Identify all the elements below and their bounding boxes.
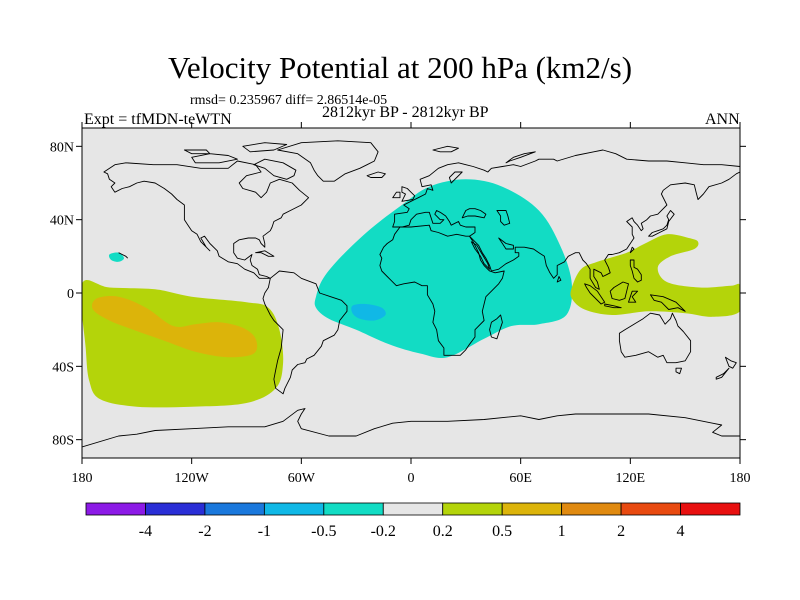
coastline-novaya-zemlya [505, 151, 536, 164]
y-tick-label: 40S [52, 360, 74, 375]
coastline-caspian [496, 210, 511, 226]
colorbar-label: 1 [558, 523, 566, 540]
map-title: Velocity Potential at 200 hPa (km2/s) [167, 50, 633, 85]
x-tick-label: 120W [175, 471, 210, 486]
colorbar-label: 0.2 [433, 523, 453, 540]
season-label: ANN [705, 111, 740, 128]
axis-ticks: 180 120W 60W 0 60E 120E 180 80N 40N 0 40S 80S [50, 122, 751, 486]
y-tick-label: 40N [50, 214, 74, 229]
colorbar-swatch [263, 502, 325, 516]
contour-region-atlantic-negative-core [351, 303, 386, 321]
coastline-japan [648, 210, 675, 237]
coastline-red-sea [470, 241, 491, 270]
y-tick-label: 80S [52, 434, 74, 449]
colorbar-label: -0.5 [311, 523, 336, 540]
colorbar-swatch [501, 502, 563, 516]
coastline-svalbard [432, 145, 459, 153]
contour-region-west-pacific-positive [570, 234, 740, 317]
experiment-label: Expt = tfMDN-teWTN [84, 111, 232, 128]
x-tick-label: 120E [616, 471, 646, 486]
period-label: 2812kyr BP - 2812kyr BP [322, 104, 489, 121]
coastline-greenland [277, 140, 379, 182]
contour-region-east-pacific-positive-core [92, 295, 258, 358]
colorbar-swatch [85, 502, 146, 516]
colorbar-label: 4 [677, 523, 685, 540]
coastline-scandinavia-gulf [448, 171, 463, 184]
coastline-arabian-gulf [498, 237, 514, 250]
coastline-black-sea [461, 208, 487, 219]
coastline-cuba [255, 250, 275, 257]
colorbar-label: -2 [198, 523, 211, 540]
colorbar-swatch [145, 502, 206, 516]
coastline-borneo [609, 281, 629, 301]
coastline-britain [392, 186, 416, 202]
coastline-sulawesi [628, 290, 639, 303]
coastline-layer [82, 140, 740, 448]
coastline-arctic-islands [183, 142, 288, 164]
coastline-sumatra [584, 283, 606, 305]
colorbar-swatch [620, 502, 681, 516]
coastline-new-zealand [715, 356, 737, 380]
colorbar-swatch [323, 502, 384, 516]
y-tick-label: 80N [50, 140, 74, 155]
colorbar-swatch [561, 502, 622, 516]
coastline-hawaii [118, 252, 129, 259]
colorbar-swatch [382, 502, 444, 516]
colorbar-label: -1 [258, 523, 271, 540]
coastline-iceland [366, 171, 386, 178]
coastline-baffin [253, 158, 297, 180]
coastline-tasmania [675, 367, 682, 375]
coastline-philippines [629, 259, 642, 283]
coastline-taiwan [629, 246, 635, 254]
coastline-africa [379, 224, 505, 356]
coastline-madagascar [489, 314, 503, 340]
contour-region-pacific-negative-small [108, 252, 124, 262]
coastline-new-guinea [649, 294, 686, 312]
coastline-north-america [103, 160, 310, 279]
colorbar-swatch [442, 502, 503, 516]
colorbar: -4 -2 -1 -0.5 -0.2 0.2 0.5 1 2 4 [85, 502, 741, 540]
colorbar-label: 0.5 [492, 523, 512, 540]
x-tick-label: 60E [509, 471, 532, 486]
coastline-java [604, 303, 622, 309]
colorbar-label: -0.2 [371, 523, 396, 540]
stats-label: rmsd= 0.235967 diff= 2.86514e-05 [190, 93, 388, 108]
x-tick-label: 180 [730, 471, 751, 486]
coastline-australia [618, 312, 692, 364]
colorbar-swatch [204, 502, 265, 516]
colorbar-label: 2 [617, 523, 625, 540]
coastline-sri-lanka [556, 276, 562, 283]
colorbar-swatch [680, 502, 741, 516]
colorbar-label: -4 [139, 523, 152, 540]
x-tick-label: 0 [408, 471, 415, 486]
x-tick-label: 180 [72, 471, 93, 486]
coastline-south-america [262, 270, 348, 395]
coastline-antarctica [82, 408, 740, 448]
x-tick-label: 60W [288, 471, 316, 486]
y-tick-label: 0 [67, 287, 74, 302]
